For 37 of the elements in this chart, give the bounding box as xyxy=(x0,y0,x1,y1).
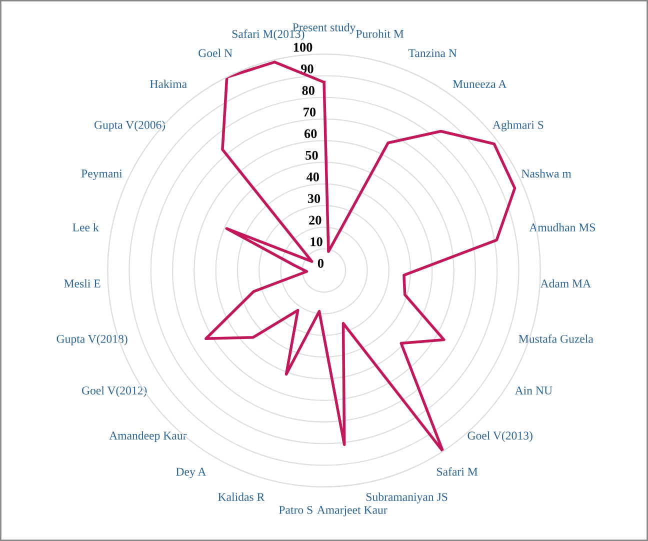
spoke-label: Ain NU xyxy=(514,386,552,394)
spoke-label: Mesli E xyxy=(64,279,100,288)
y-tick-label: 100 xyxy=(294,42,312,52)
spoke-label: Purohit M xyxy=(356,30,404,38)
spoke-label: Adam MA xyxy=(540,279,592,288)
y-tick-label: 20 xyxy=(309,216,322,225)
y-tick-label: 90 xyxy=(300,64,314,74)
spoke-label: Patro S xyxy=(279,506,312,514)
spoke-label: Mustafa Guzela xyxy=(518,334,594,343)
spoke-label: Amudhan MS xyxy=(529,223,595,232)
spoke-label: Dey A xyxy=(176,468,206,478)
y-tick-label: 50 xyxy=(306,150,318,160)
spoke-label: Muneeza A xyxy=(452,80,507,88)
y-tick-label: 30 xyxy=(308,194,320,203)
spoke-label: Peymani xyxy=(81,170,122,180)
spoke-label: Amandeep Kaur xyxy=(109,431,187,442)
spoke-label: Safari M(2013) xyxy=(232,30,304,40)
y-tick-label: 80 xyxy=(302,86,314,95)
spoke-label: Tanzina N xyxy=(408,49,457,58)
spoke-label: Amarjeet Kaur xyxy=(316,506,388,516)
spoke-label: Safari M xyxy=(437,467,478,476)
spoke-label: Goel N xyxy=(198,48,232,58)
spoke-label: Lee k xyxy=(72,223,99,232)
y-tick-label: 60 xyxy=(304,129,317,138)
spoke-label: Gupta V(2018) xyxy=(56,334,128,346)
spoke-label: Subramaniyan JS xyxy=(366,492,448,504)
spoke-label: Nashwa m xyxy=(522,169,572,178)
y-tick-label: 40 xyxy=(306,172,319,182)
y-tick-label: 70 xyxy=(304,108,316,117)
spoke-label: Aghmari S xyxy=(492,120,544,132)
spoke-label: Kalidas R xyxy=(218,492,265,501)
spoke-label: Gupta V(2006) xyxy=(94,120,166,132)
spoke-label: Goel V(2013) xyxy=(468,431,532,442)
spoke-label: Hakima xyxy=(150,80,187,88)
y-tick-label: 0 xyxy=(318,258,324,268)
y-tick-label: 10 xyxy=(310,237,322,246)
spoke-label: Goel V(2012) xyxy=(82,386,147,397)
